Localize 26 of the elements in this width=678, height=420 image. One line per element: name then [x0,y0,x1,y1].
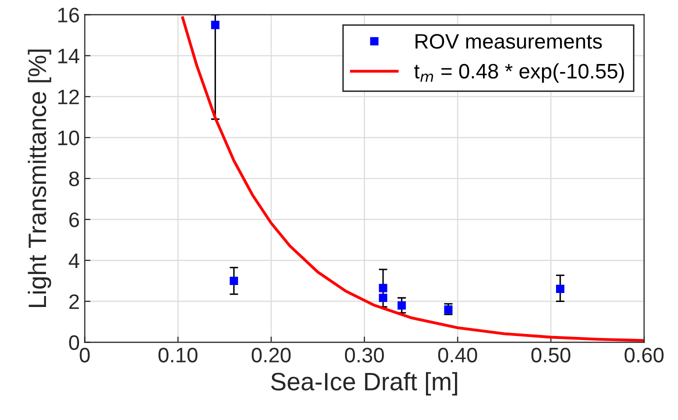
point [556,284,564,294]
point [211,20,220,30]
x-tick-label: 0.20 [252,348,291,362]
y-tick-label: 0 [69,335,80,350]
y-tick-label: 12 [58,90,79,104]
x-tick-label: 0.10 [158,348,198,362]
x-tick-label: 0.50 [531,348,570,362]
point [378,284,388,292]
x-tick-label: 0.60 [624,348,664,362]
x-tick-label: 0 [80,348,90,362]
y-tick-label: 2 [69,294,79,309]
y-tick-label: 10 [58,130,80,146]
y-tick-label: 4 [68,254,80,268]
x-tick-label: 0.30 [344,348,384,362]
point [378,294,388,302]
x-tick-label: 0.40 [438,348,478,362]
y-axis-title: Light Transmittance [%] [28,50,52,308]
point [230,276,238,286]
point [398,301,406,310]
legend-label: t$_{m}$ = 0.48 * exp(-10.55) [414,63,624,83]
y-tick-label: 16 [58,8,79,22]
y-tick-label: 14 [58,48,80,64]
x-axis-title: Sea-Ice Draft [m] [271,372,458,396]
legend-label: ROV measurements [416,34,602,49]
y-tick-label: 8 [69,172,79,186]
y-tick-label: 6 [69,212,79,228]
